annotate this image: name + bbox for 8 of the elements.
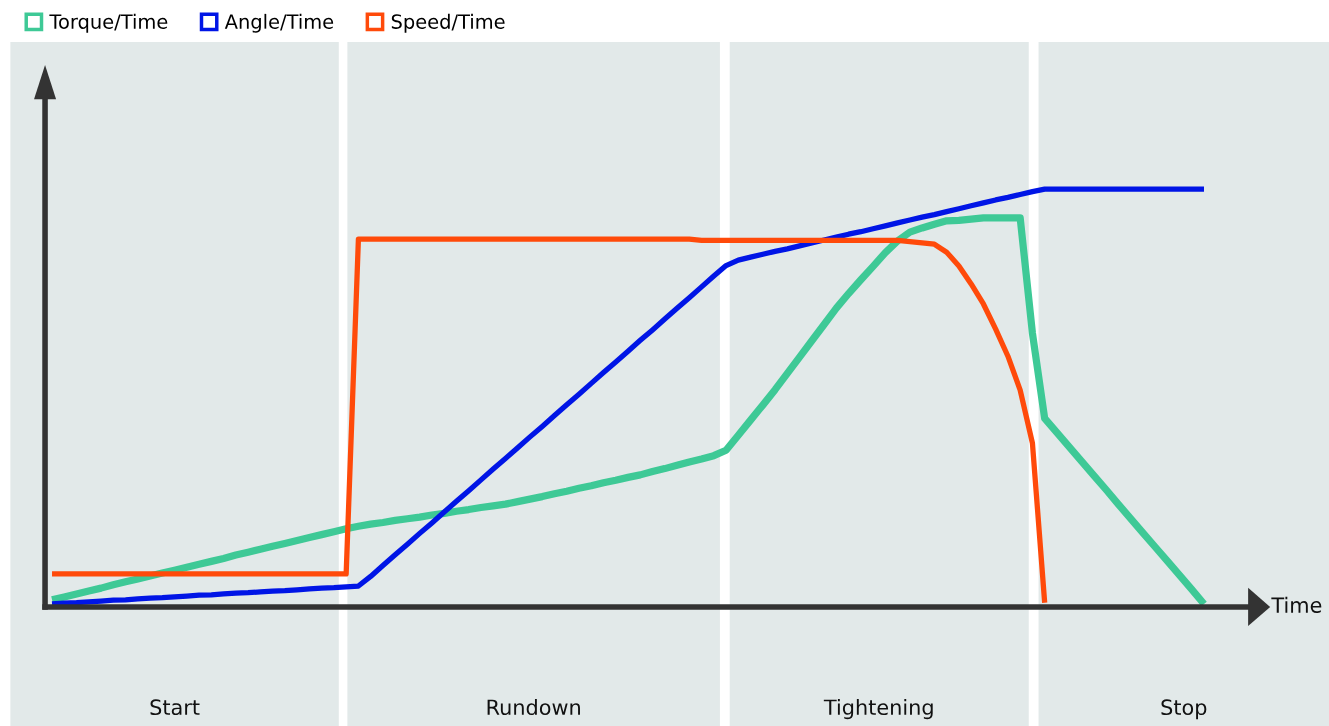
text: Stop [1161, 699, 1207, 720]
legend-label: Torque/Time [49, 13, 168, 33]
text: Rundown [487, 699, 580, 716]
legend-label: Speed/Time [391, 13, 505, 33]
legend-label: Angle/Time [224, 13, 334, 33]
text: Tightening [823, 699, 933, 720]
x-axis-title: Time [1271, 596, 1322, 613]
text: Start [150, 699, 200, 716]
